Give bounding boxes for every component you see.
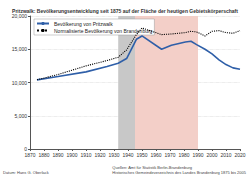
svg-text:1910: 1910 xyxy=(80,152,91,158)
svg-text:Normalisierte Bevölkerung von: Normalisierte Bevölkerung von Brandenbur… xyxy=(54,28,153,34)
svg-text:1980: 1980 xyxy=(178,152,189,158)
svg-text:5,000: 5,000 xyxy=(14,113,27,119)
svg-text:2000: 2000 xyxy=(206,152,217,158)
svg-text:1880: 1880 xyxy=(38,152,49,158)
svg-text:Pritzwalk: Bevölkerungsentwick: Pritzwalk: Bevölkerungsentwicklung seit … xyxy=(12,8,238,14)
svg-text:0: 0 xyxy=(24,146,27,152)
svg-text:1890: 1890 xyxy=(52,152,63,158)
svg-text:1940: 1940 xyxy=(122,152,133,158)
svg-text:20,000: 20,000 xyxy=(12,13,28,19)
svg-text:1960: 1960 xyxy=(150,152,161,158)
svg-text:Historisches Gemeindeverzeichn: Historisches Gemeindeverzeichnis des Lan… xyxy=(112,170,246,175)
svg-text:2010: 2010 xyxy=(220,152,231,158)
svg-text:Bevölkerung von Pritzwalk: Bevölkerung von Pritzwalk xyxy=(54,21,113,27)
svg-text:10,000: 10,000 xyxy=(12,80,28,86)
svg-text:1930: 1930 xyxy=(108,152,119,158)
svg-text:1990: 1990 xyxy=(192,152,203,158)
svg-text:Datum: Hans G. Oberlack: Datum: Hans G. Oberlack xyxy=(3,170,49,175)
svg-text:1870: 1870 xyxy=(24,152,35,158)
svg-text:2020: 2020 xyxy=(234,152,245,158)
svg-text:1970: 1970 xyxy=(164,152,175,158)
svg-text:1920: 1920 xyxy=(94,152,105,158)
svg-text:15,000: 15,000 xyxy=(12,46,28,52)
svg-text:1900: 1900 xyxy=(66,152,77,158)
svg-text:1950: 1950 xyxy=(136,152,147,158)
svg-text:Quellen: Amt für Statistik Ber: Quellen: Amt für Statistik Berlin-Brande… xyxy=(112,165,192,170)
